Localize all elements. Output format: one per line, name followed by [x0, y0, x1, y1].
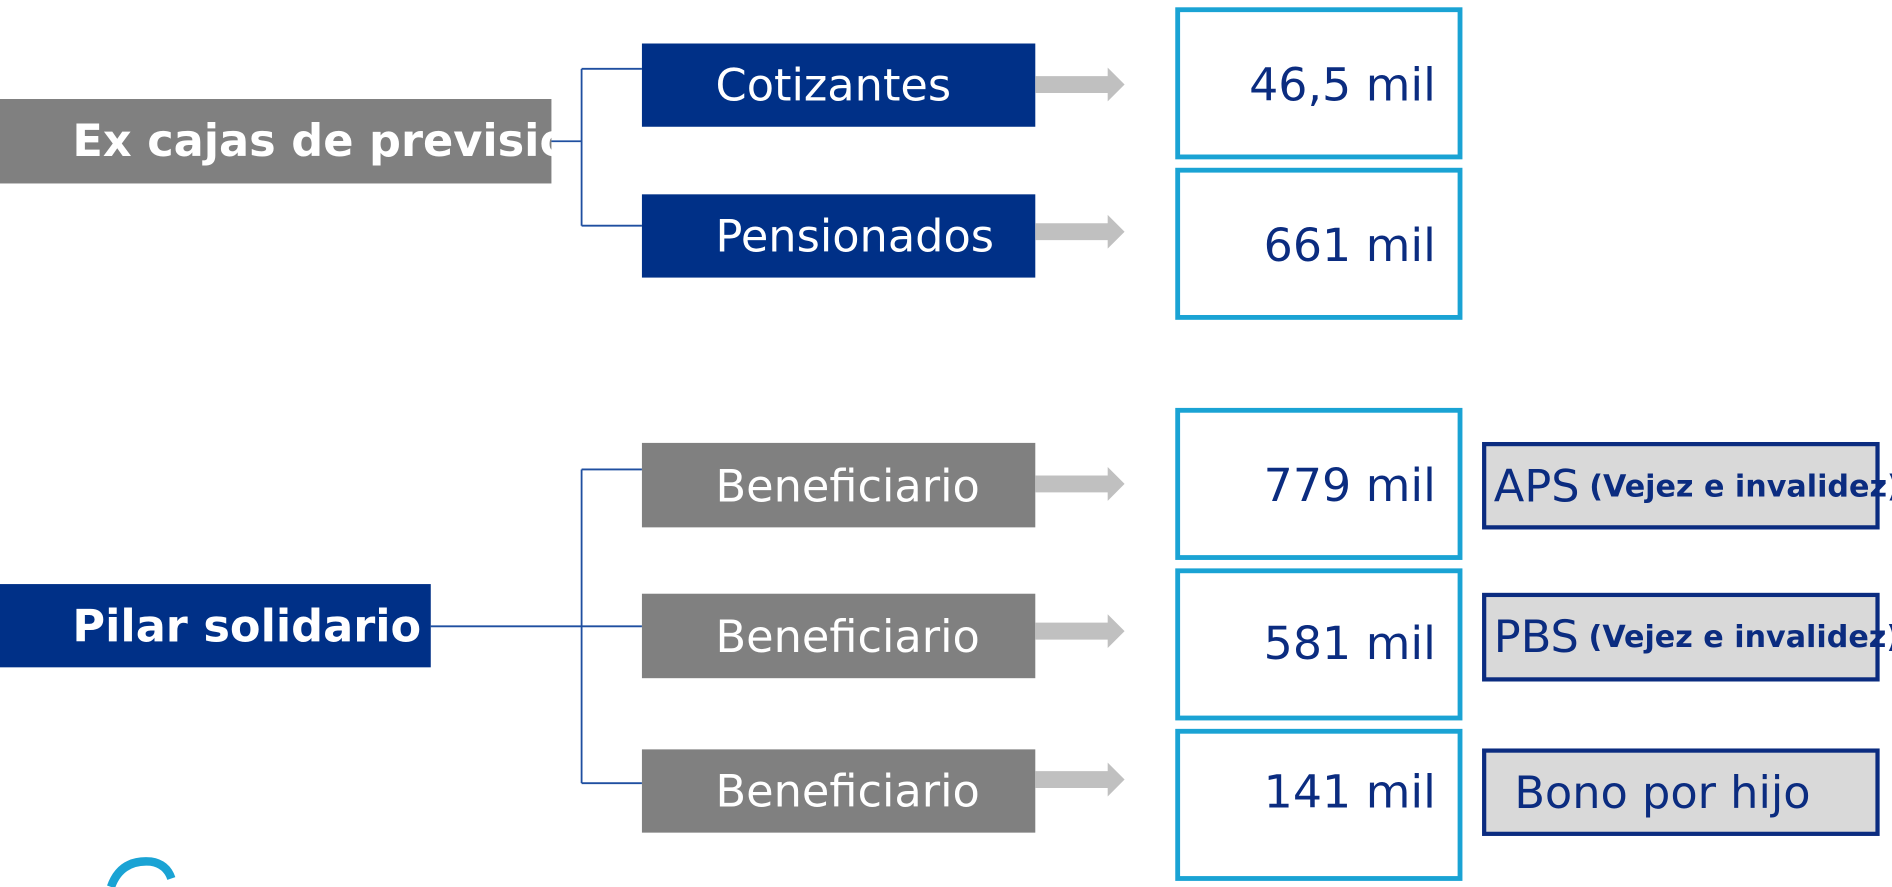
arrow — [1035, 762, 1125, 797]
group-label: Ex cajas de previsión — [72, 115, 602, 167]
program-box — [1482, 441, 1880, 530]
value: 46,5 mil — [1249, 58, 1436, 112]
value: 661 mil — [1264, 218, 1436, 272]
program-label: PBS (Vejez e invalidez) — [1494, 611, 1892, 663]
arrow — [1035, 614, 1125, 649]
item-box — [641, 593, 1036, 679]
item-label: Pensionados — [716, 211, 995, 263]
value-box — [1175, 407, 1463, 560]
item-label: Beneficiario — [716, 611, 980, 663]
program-box — [1482, 592, 1880, 682]
item-box — [641, 194, 1036, 278]
group-box — [0, 584, 431, 668]
connector — [551, 67, 642, 227]
item-box — [641, 442, 1036, 528]
value: 779 mil — [1264, 458, 1436, 512]
value-box — [1175, 7, 1463, 160]
item-box — [641, 749, 1036, 833]
program-detail: (Vejez e invalidez) — [1589, 620, 1892, 655]
arrow — [1035, 214, 1125, 249]
connector — [430, 468, 642, 785]
value-box — [1175, 568, 1463, 721]
program-detail: (Vejez e invalidez) — [1589, 469, 1892, 504]
arrow — [1035, 467, 1125, 501]
value: 581 mil — [1264, 616, 1436, 670]
program-name: APS — [1494, 460, 1580, 512]
logo — [107, 857, 176, 887]
item-box — [641, 43, 1036, 127]
group-label: Pilar solidario — [72, 600, 421, 652]
program-box — [1482, 748, 1880, 836]
program-name: PBS — [1494, 611, 1579, 663]
value-box — [1175, 167, 1463, 320]
item-label: Cotizantes — [716, 60, 952, 112]
value: 141 mil — [1264, 765, 1436, 819]
value-box — [1175, 728, 1463, 881]
group-box — [0, 99, 552, 184]
item-label: Beneficiario — [716, 460, 980, 512]
item-label: Beneficiario — [716, 766, 980, 818]
program-label: APS (Vejez e invalidez) — [1494, 460, 1892, 512]
arrow — [1035, 67, 1125, 102]
program-label: Bono por hijo — [1514, 767, 1810, 819]
